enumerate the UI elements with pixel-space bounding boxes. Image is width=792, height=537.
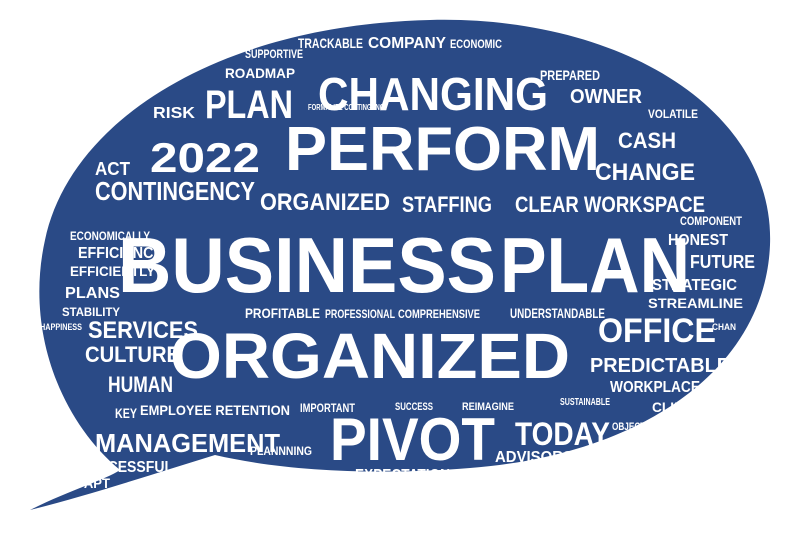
word-efficiency: EFFICIENCY (78, 245, 163, 262)
word-expectation: EXPECTATION (355, 467, 450, 484)
word-success: SUCCESS (395, 401, 433, 413)
word-office: OFFICE (598, 312, 716, 350)
word-profitable: PROFITABLE (245, 305, 320, 321)
word-economically: ECONOMICALLY (70, 229, 150, 243)
word-workplace: WORKPLACE (610, 379, 700, 396)
word-economic: ECONOMIC (450, 37, 502, 51)
word-change: CHANGE (595, 159, 695, 186)
word-services: SERVICES (88, 317, 198, 344)
word-honest: HONEST (668, 232, 728, 249)
word-year: 2022 (150, 134, 260, 181)
word-trackable: TRACKABLE (298, 35, 363, 51)
word-sustainable: SUSTAINABLE (560, 397, 610, 408)
word-assessments: ASSESSMENTS (495, 467, 565, 481)
word-cash: CASH (618, 128, 676, 153)
word-key: KEY (115, 405, 137, 421)
word-risk: RISK (153, 105, 195, 122)
word-reimagine: REIMAGINE (462, 401, 514, 413)
word-successful: SUCCESSFUL (78, 459, 173, 476)
word-prepared: PREPARED (540, 67, 600, 83)
word-component: COMPONENT (680, 214, 743, 228)
word-organized-small: ORGANIZED (260, 189, 390, 216)
word-plans: PLANS (65, 285, 120, 302)
word-clear-workspace: CLEAR WORKSPACE (515, 192, 705, 217)
word-plan-left: PLAN (205, 83, 293, 127)
word-understandable: UNDERSTANDABLE (510, 305, 605, 321)
word-future: FUTURE (690, 252, 755, 272)
word-plan-big: PLAN (500, 221, 690, 309)
word-owner: OWNER (570, 86, 643, 108)
word-climate: CLIMATE (652, 399, 712, 415)
word-comprehensive: COMPREHENSIVE (398, 307, 480, 321)
word-perform: PERFORM (285, 115, 600, 184)
word-streamline: STREAMLINE (648, 295, 743, 311)
word-contingency: CONTINGENCY (95, 176, 255, 206)
word-act: ACT (95, 159, 130, 179)
word-organized: ORGANIZED (170, 320, 570, 392)
word-employee-retention: EMPLOYEE RETENTION (140, 402, 290, 418)
word-company: COMPANY (368, 35, 446, 52)
word-supportive: SUPPORTIVE (245, 47, 303, 61)
word-business: BUSINESS (118, 221, 496, 309)
word-chan: CHAN (712, 322, 736, 332)
word-professional: PROFESSIONAL (325, 307, 395, 321)
word-strategic: STRATEGIC (652, 277, 737, 294)
word-current: CURRENT (455, 467, 508, 481)
word-today: TODAY (515, 416, 610, 452)
word-roadmap: ROADMAP (225, 65, 295, 81)
word-plannning: PLANNNING (250, 444, 312, 458)
word-staffing: STAFFING (402, 192, 492, 217)
word-culture: CULTURE (85, 342, 180, 367)
word-objectives: OBJECTIVES (612, 421, 664, 433)
word-volatile: VOLATILE (648, 107, 698, 121)
word-happiness: HAPPINESS (40, 322, 82, 332)
word-formalize-contingency: FORMALIZE CONTINGENCY (308, 103, 388, 112)
word-management: MANAGEMENT (95, 428, 280, 458)
word-predictable: PREDICTABLE (590, 355, 730, 377)
word-changing: CHANGING (318, 68, 548, 120)
word-human: HUMAN (108, 372, 173, 397)
word-efficiently: EFFICIENTLY (70, 263, 156, 279)
word-important: IMPORTANT (300, 401, 356, 415)
word-stability: STABILITY (62, 305, 120, 319)
word-advisors: ADVISORS (495, 449, 573, 466)
word-pivot: PIVOT (330, 406, 495, 473)
word-adapt: ADAPT (65, 475, 110, 491)
word-survival: SURVIVAL (275, 469, 325, 483)
speech-bubble-shape (30, 19, 771, 510)
